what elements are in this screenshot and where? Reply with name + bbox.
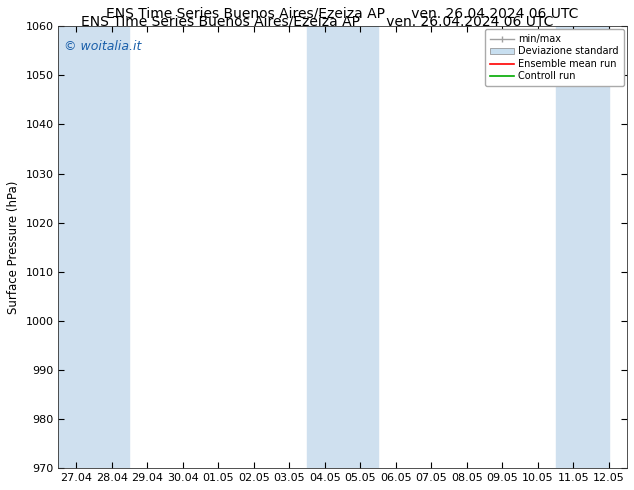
Title: ENS Time Series Buenos Aires/Ezeiza AP      ven. 26.04.2024 06 UTC: ENS Time Series Buenos Aires/Ezeiza AP v… (107, 7, 579, 21)
Bar (58, 26, 94, 468)
Text: © woitalia.it: © woitalia.it (64, 40, 141, 52)
Y-axis label: Surface Pressure (hPa): Surface Pressure (hPa) (7, 180, 20, 314)
Bar (342, 26, 378, 468)
Bar (307, 26, 342, 468)
Bar (94, 26, 129, 468)
Text: ENS Time Series Buenos Aires/Ezeiza AP      ven. 26.04.2024 06 UTC: ENS Time Series Buenos Aires/Ezeiza AP v… (81, 15, 553, 29)
Legend: min/max, Deviazione standard, Ensemble mean run, Controll run: min/max, Deviazione standard, Ensemble m… (485, 29, 624, 86)
Bar (555, 26, 609, 468)
